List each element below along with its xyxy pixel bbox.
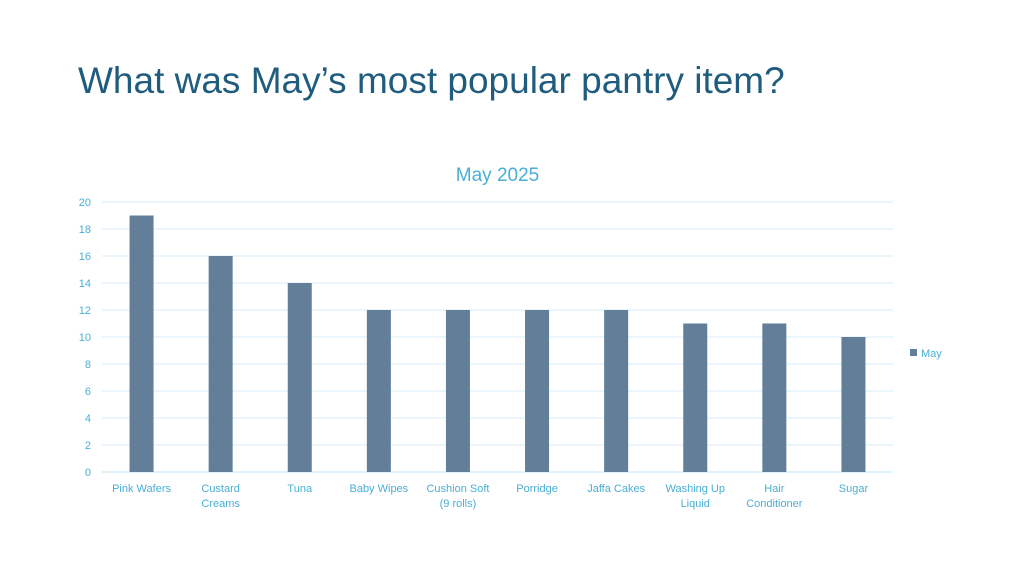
bar xyxy=(683,323,708,472)
x-tick-label: Jaffa Cakes xyxy=(587,483,645,495)
x-tick-label: Creams xyxy=(201,498,240,510)
x-tick-label: Conditioner xyxy=(746,498,803,510)
bar xyxy=(762,323,787,472)
y-tick-label: 4 xyxy=(85,413,91,425)
x-tick-label: Liquid xyxy=(681,498,710,510)
y-tick-label: 20 xyxy=(79,197,91,209)
slide-title: What was May’s most popular pantry item? xyxy=(78,60,785,101)
bar xyxy=(841,337,866,472)
y-tick-label: 10 xyxy=(79,332,91,344)
x-tick-label: Porridge xyxy=(516,483,558,495)
bar xyxy=(525,310,550,472)
x-tick-label: Custard xyxy=(201,483,240,495)
x-tick-label: Tuna xyxy=(287,483,313,495)
y-tick-label: 2 xyxy=(85,440,91,452)
x-tick-label: Hair xyxy=(764,483,785,495)
x-tick-label: Pink Wafers xyxy=(112,483,171,495)
y-tick-label: 18 xyxy=(79,224,91,236)
bar xyxy=(366,310,391,472)
legend-label: May xyxy=(921,348,942,360)
y-tick-label: 14 xyxy=(79,278,91,290)
bar xyxy=(604,310,629,472)
y-tick-label: 16 xyxy=(79,251,91,263)
x-tick-label: Baby Wipes xyxy=(349,483,408,495)
bar xyxy=(287,283,312,472)
chart-title: May 2025 xyxy=(456,165,539,186)
legend-swatch xyxy=(910,349,917,356)
bar xyxy=(445,310,470,472)
y-tick-label: 12 xyxy=(79,305,91,317)
x-tick-label: Washing Up xyxy=(665,483,725,495)
y-tick-label: 8 xyxy=(85,359,91,371)
x-tick-label: (9 rolls) xyxy=(440,498,477,510)
y-tick-label: 0 xyxy=(85,467,91,479)
x-tick-label: Cushion Soft xyxy=(426,483,489,495)
bar xyxy=(208,256,233,472)
y-tick-label: 6 xyxy=(85,386,91,398)
x-tick-label: Sugar xyxy=(839,483,869,495)
bar xyxy=(129,215,154,472)
